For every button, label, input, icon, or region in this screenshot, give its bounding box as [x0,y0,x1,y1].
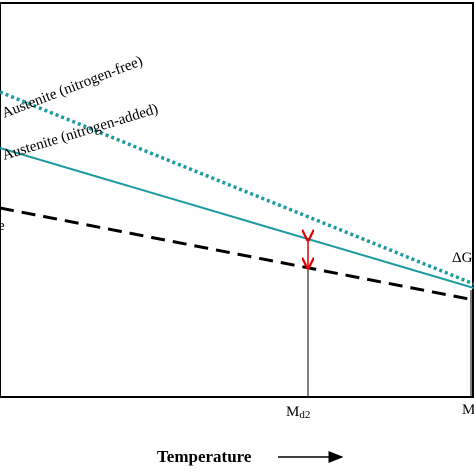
austenite-free-line [0,90,474,286]
martensite-line [0,206,474,302]
right-cut-label: M [462,402,474,418]
md2-main: M [286,404,299,420]
axis-title: Temperature [157,447,252,466]
md2-sub: d2 [299,409,310,421]
left-cut-label: e [0,218,5,234]
delta-label: ΔG [452,250,473,266]
md2-label: Md2 [286,404,310,421]
austenite-added-line [0,147,474,289]
frame [0,2,474,398]
